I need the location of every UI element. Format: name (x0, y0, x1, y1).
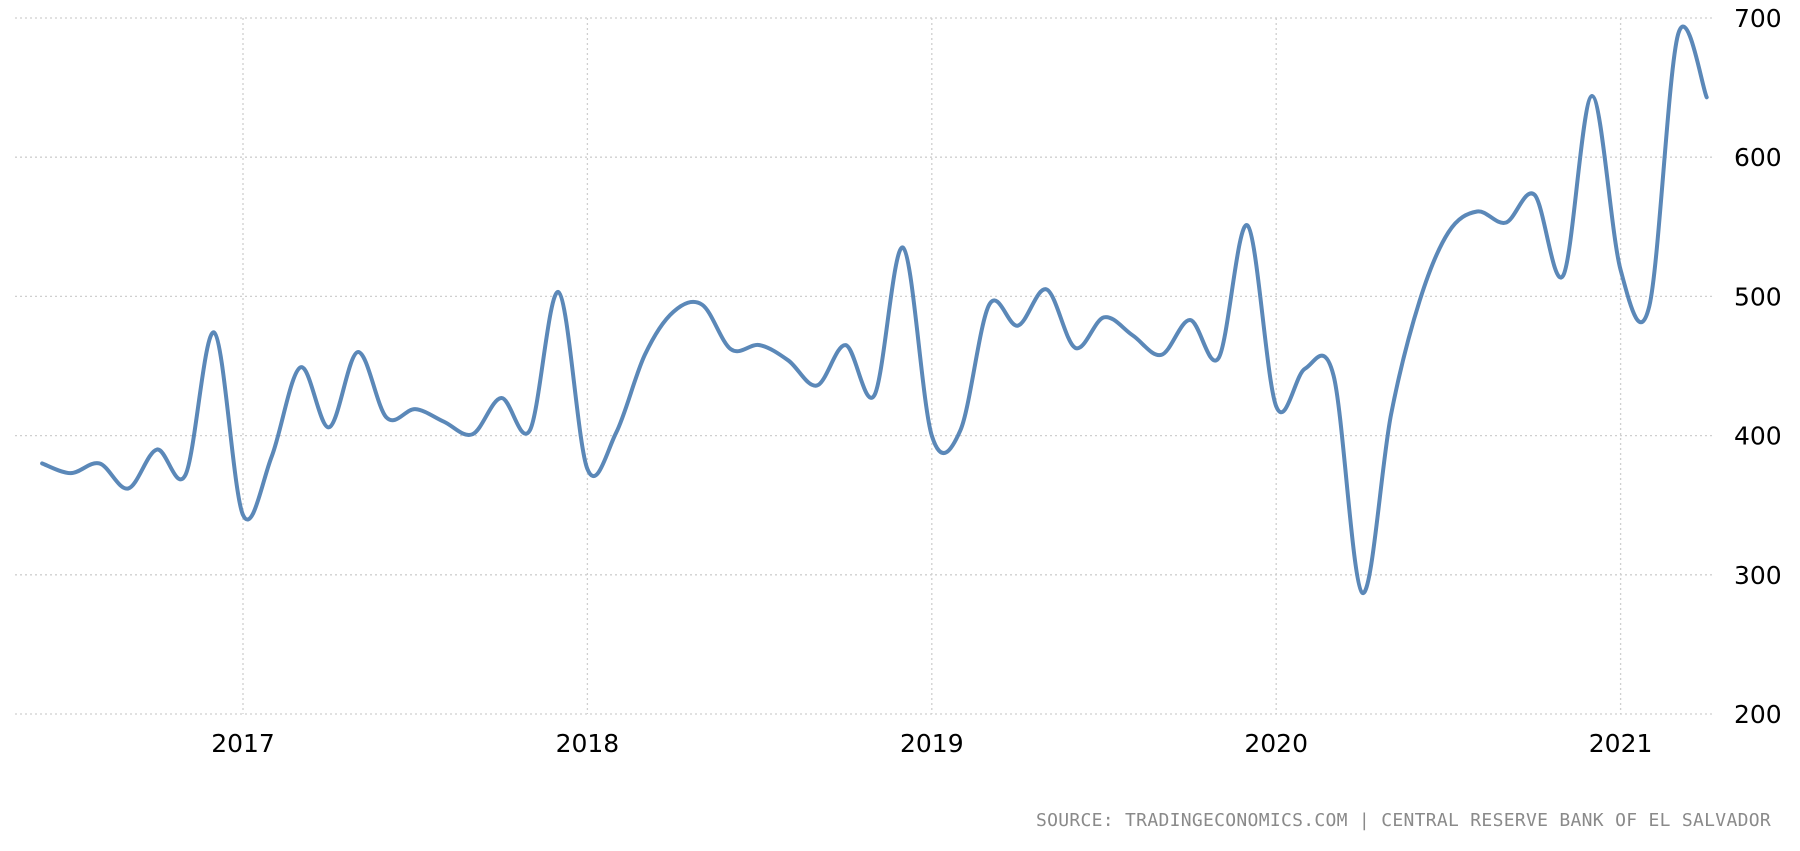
horizontal-gridlines (15, 17, 1712, 715)
x-axis-tick-labels: 2017 2018 2019 2020 2021 (211, 729, 1652, 758)
x-tick-label: 2018 (556, 729, 620, 758)
x-tick-label: 2019 (900, 729, 964, 758)
y-axis-tick-labels: 200 300 400 500 600 700 (1734, 4, 1782, 729)
series-layer (40, 24, 1709, 595)
vertical-gridlines (242, 18, 1622, 714)
y-tick-label: 300 (1734, 561, 1782, 590)
y-tick-label: 600 (1734, 143, 1782, 172)
source-note: SOURCE: TRADINGECONOMICS.COM | CENTRAL R… (1035, 810, 1771, 831)
x-tick-label: 2020 (1244, 729, 1308, 758)
y-tick-label: 700 (1734, 4, 1782, 33)
series-line-0 (40, 24, 1709, 595)
y-tick-label: 200 (1734, 700, 1782, 729)
y-tick-label: 500 (1734, 282, 1782, 311)
x-tick-label: 2021 (1589, 729, 1653, 758)
x-tick-label: 2017 (211, 729, 275, 758)
y-tick-label: 400 (1734, 422, 1782, 451)
